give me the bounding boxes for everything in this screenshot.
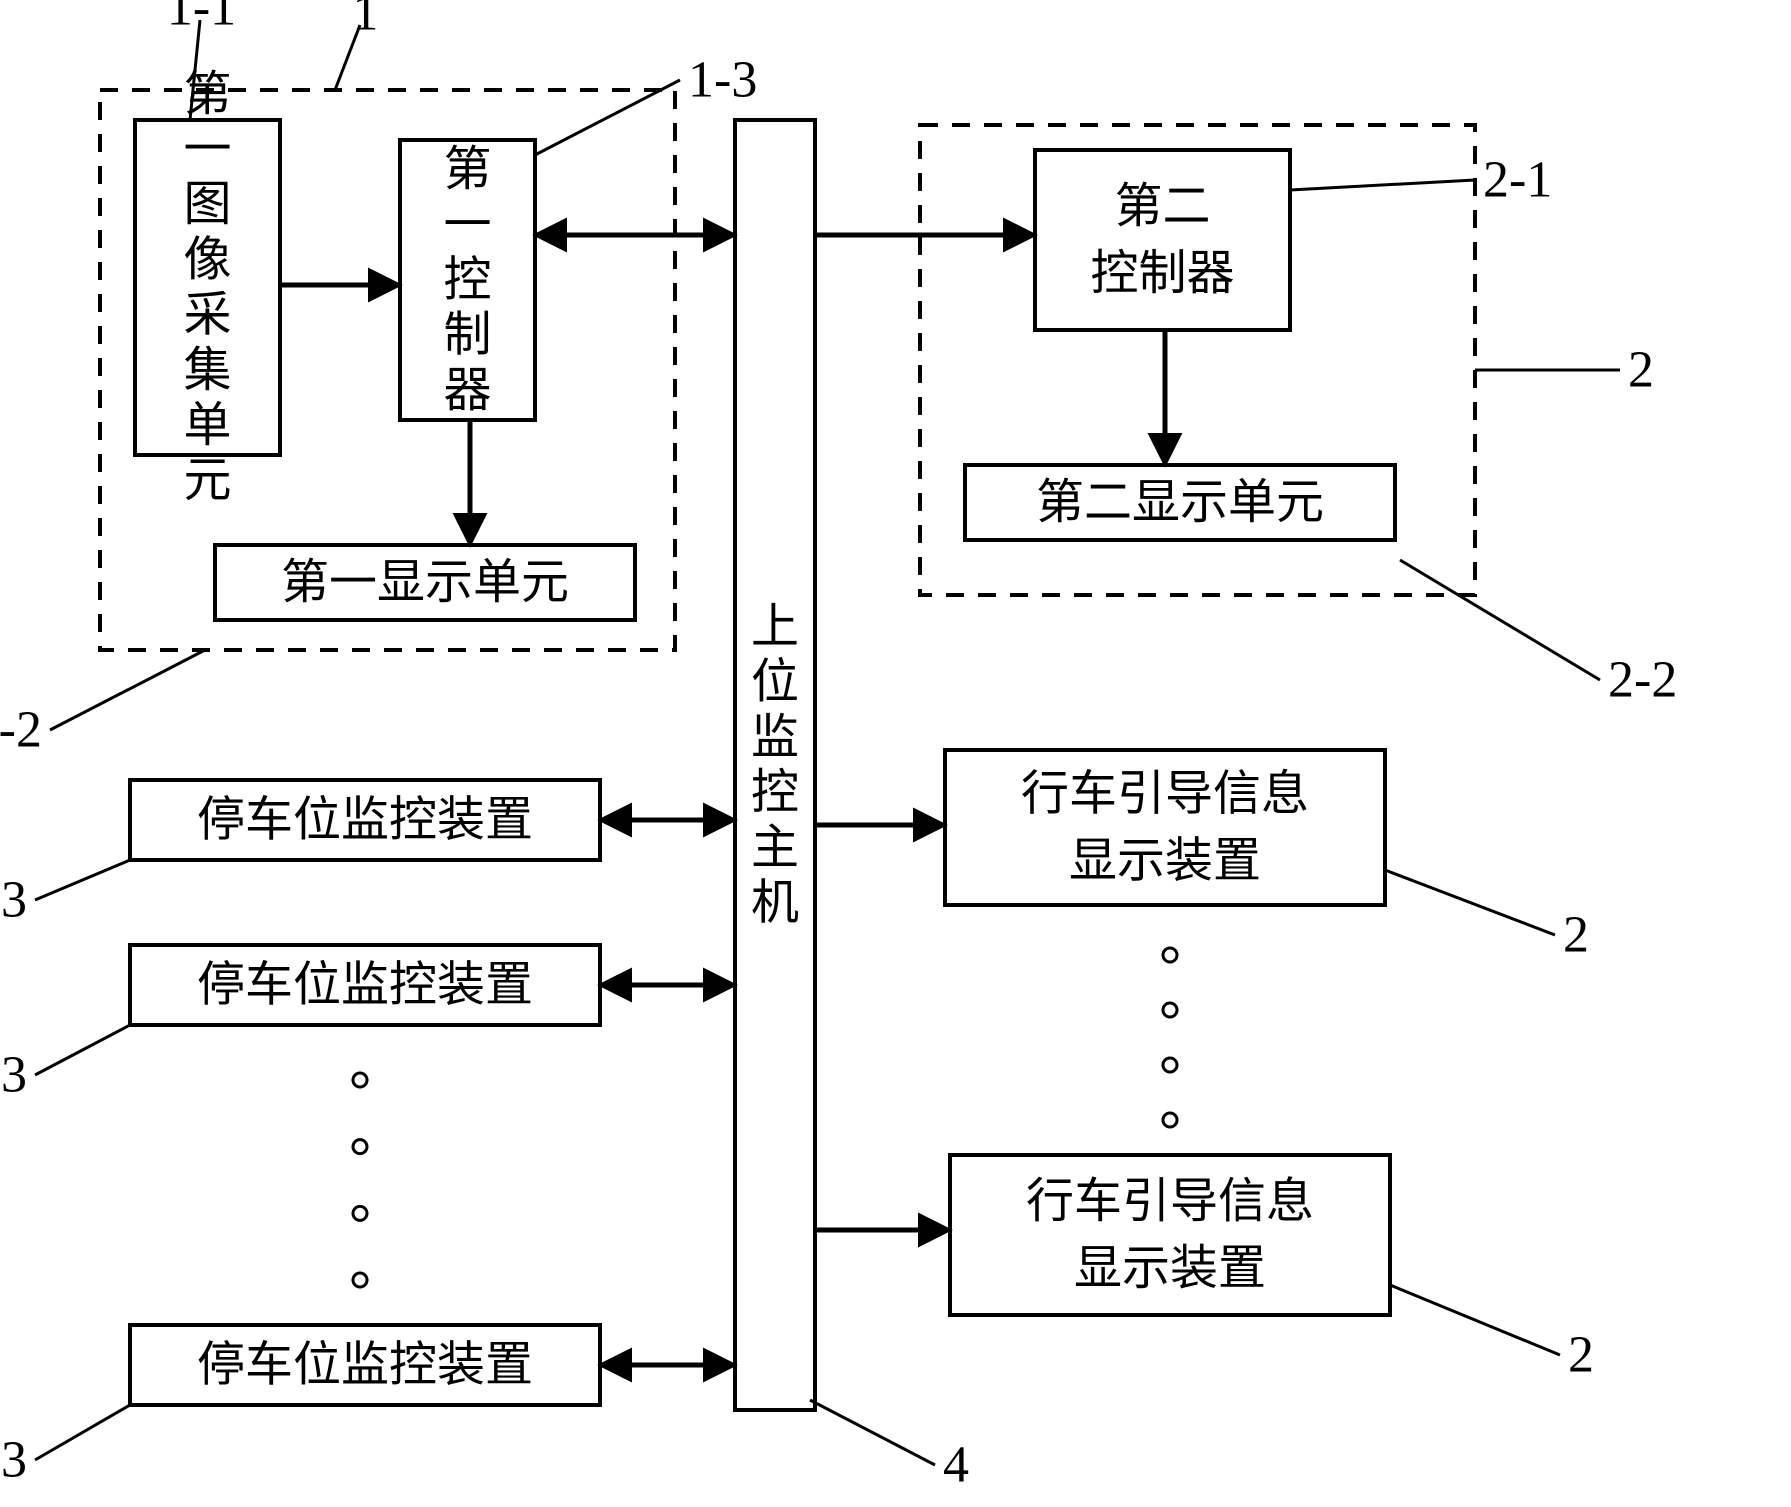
leader-n2_1 (1290, 180, 1475, 190)
label-n1_3-c1: 一 (443, 198, 491, 251)
vdots-circle (1163, 1113, 1177, 1127)
leader-guide1 (1385, 870, 1555, 935)
vdots-circle (353, 1206, 367, 1220)
label-n2_1-l0: 第二 (1114, 180, 1210, 233)
vdots-circle (1163, 1003, 1177, 1017)
label-park3: 停车位监控装置 (197, 1339, 533, 1392)
label-n1_1-c7: 元 (183, 454, 231, 507)
ref-park3: 3 (1, 1432, 27, 1489)
leader-park1 (35, 860, 130, 900)
leader-n2_2 (1400, 560, 1600, 680)
diagram-canvas: 1第一图像采集单元1-1第一控制器1-3第一显示单元1-2上位监控主机42第二控… (0, 0, 1791, 1507)
ref-host: 4 (943, 1437, 969, 1494)
ref-n1_1: 1-1 (167, 0, 236, 37)
label-n1_1-c4: 采 (183, 289, 231, 342)
label-host-c3: 控 (751, 766, 799, 819)
ref-n2_1: 2-1 (1483, 152, 1552, 209)
label-n1_1-c0: 第 (183, 68, 231, 121)
label-n2_1-l1: 控制器 (1090, 247, 1234, 300)
node-host (735, 120, 815, 1410)
label-host-c4: 主 (751, 821, 799, 874)
label-n1_3-c3: 制 (443, 309, 491, 362)
label-guide2-l0: 行车引导信息 (1026, 1175, 1314, 1228)
ref-guide1: 2 (1563, 907, 1589, 964)
label-n1_3-c2: 控 (443, 254, 491, 307)
label-park2: 停车位监控装置 (197, 959, 533, 1012)
label-n1_1-c3: 像 (183, 233, 231, 286)
ref-group1: 1 (352, 0, 378, 42)
label-n2_2: 第二显示单元 (1036, 476, 1324, 529)
label-n1_1-c5: 集 (183, 344, 231, 397)
leader-park2 (35, 1025, 130, 1075)
label-guide1-l1: 显示装置 (1069, 835, 1261, 888)
ref-n2_2: 2-2 (1608, 652, 1677, 709)
leader-guide2 (1390, 1285, 1560, 1355)
leader-park3 (35, 1405, 130, 1460)
label-host-c5: 机 (751, 877, 799, 930)
ref-n1_3: 1-3 (688, 52, 757, 109)
ref-group2: 2 (1628, 342, 1654, 399)
ref-park2: 3 (1, 1047, 27, 1104)
leader-host (810, 1400, 935, 1465)
vdots-circle (353, 1073, 367, 1087)
label-guide2-l1: 显示装置 (1074, 1242, 1266, 1295)
vdots-circle (1163, 948, 1177, 962)
label-guide1-l0: 行车引导信息 (1021, 767, 1309, 820)
label-host-c0: 上 (751, 601, 799, 654)
label-n1_1-c2: 图 (183, 178, 231, 231)
label-host-c1: 位 (751, 656, 799, 709)
vdots-circle (1163, 1058, 1177, 1072)
label-host-c2: 监 (751, 711, 799, 764)
vdots-circle (353, 1140, 367, 1154)
label-n1_3-c0: 第 (443, 143, 491, 196)
leader-n1_2 (50, 650, 205, 730)
vdots-circle (353, 1273, 367, 1287)
ref-guide2: 2 (1568, 1327, 1594, 1384)
label-n1_3-c4: 器 (443, 364, 491, 417)
node-n2_1 (1035, 150, 1290, 330)
label-n1_1-c1: 一 (183, 123, 231, 176)
ref-n1_2: 1-2 (0, 702, 42, 759)
ref-park1: 3 (1, 872, 27, 929)
label-park1: 停车位监控装置 (197, 794, 533, 847)
label-n1_2: 第一显示单元 (281, 556, 569, 609)
label-n1_1-c6: 单 (183, 399, 231, 452)
